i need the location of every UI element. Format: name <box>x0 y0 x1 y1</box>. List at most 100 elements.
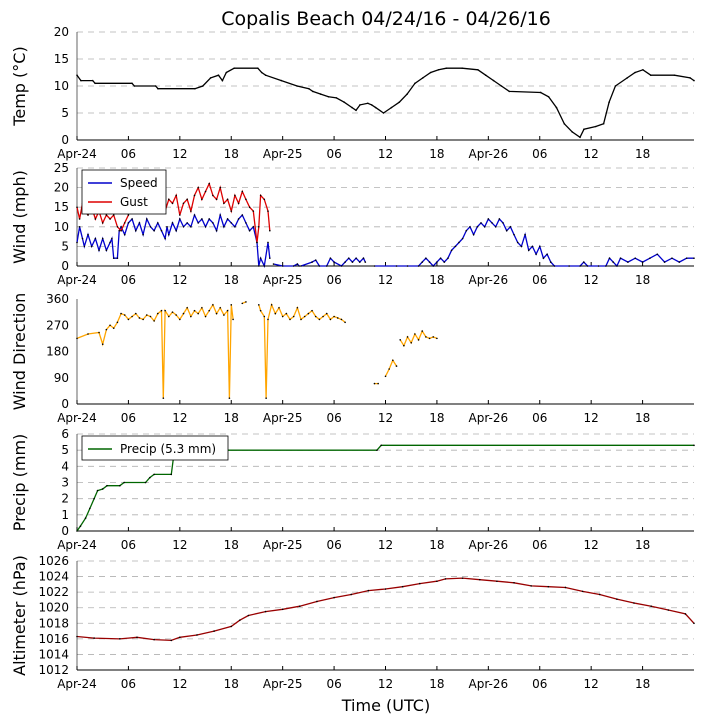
y-tick-label: 1026 <box>38 554 69 568</box>
series-marker-wind <box>83 245 86 248</box>
series-marker-wind <box>197 186 199 189</box>
series-line-wind-0 <box>300 257 366 267</box>
series-marker-temp <box>335 97 338 99</box>
x-tick-label: 18 <box>429 677 444 691</box>
series-marker-wind <box>168 198 170 201</box>
series-marker-wdir <box>149 315 152 318</box>
series-marker-wdir <box>325 312 328 315</box>
series-marker-wdir <box>392 359 394 362</box>
series-marker-wind <box>223 226 225 228</box>
series-marker-wind <box>101 237 104 240</box>
series-marker-wind <box>179 218 181 220</box>
series-marker-wdir <box>204 315 207 318</box>
series-marker-wdir <box>232 318 234 321</box>
legend-precip: Precip (5.3 mm) <box>81 435 229 461</box>
series-marker-wind <box>583 261 585 263</box>
series-marker-alt <box>496 580 498 583</box>
series-marker-temp <box>296 85 298 87</box>
series-marker-wind <box>663 261 666 263</box>
series-marker-wind <box>364 261 367 263</box>
series-marker-wind <box>193 214 196 216</box>
y-axis-label-temp: Temp (°C) <box>10 46 29 126</box>
x-tick-label: Apr-26 <box>469 538 509 552</box>
series-marker-temp <box>649 74 652 76</box>
series-marker-alt <box>213 630 215 632</box>
x-tick-label: Apr-25 <box>263 147 303 161</box>
series-marker-wind <box>105 249 108 252</box>
series-marker-wind <box>612 261 615 263</box>
x-tick-label: 06 <box>326 677 341 691</box>
series-marker-alt <box>196 634 198 636</box>
series-marker-temp <box>608 101 610 103</box>
series-marker-wind <box>406 265 409 267</box>
series-marker-temp <box>280 79 283 82</box>
series-marker-precip <box>119 484 121 487</box>
series-marker-precip <box>144 481 147 484</box>
series-marker-wind <box>535 253 537 256</box>
x-tick-label: 06 <box>121 411 136 425</box>
series-marker-precip <box>101 488 104 490</box>
series-marker-wdir <box>259 309 262 312</box>
series-marker-wind <box>153 229 155 232</box>
series-marker-temp <box>133 85 136 87</box>
series-marker-alt <box>119 638 121 640</box>
series-marker-precip <box>93 497 95 500</box>
series-marker-wind <box>616 265 618 267</box>
x-tick-label: 06 <box>532 273 547 287</box>
series-marker-wind <box>259 257 262 259</box>
series-marker-wdir <box>300 318 302 321</box>
x-tick-label: Apr-25 <box>263 273 303 287</box>
series-marker-wdir <box>329 318 332 321</box>
series-marker-wind <box>138 222 141 224</box>
series-marker-temp <box>359 104 361 106</box>
series-line-wdir-0 <box>384 358 398 377</box>
series-marker-wind <box>472 233 475 236</box>
series-marker-wind <box>421 261 424 263</box>
series-marker-temp <box>642 69 644 71</box>
series-marker-wdir <box>377 382 379 385</box>
series-marker-wind <box>634 257 637 259</box>
series-marker-wind <box>347 257 350 259</box>
y-tick-label: 2 <box>61 492 69 506</box>
series-marker-wind <box>81 237 84 240</box>
series-marker-wind <box>190 226 192 228</box>
series-marker-precip <box>79 525 82 527</box>
series-marker-temp <box>194 87 196 90</box>
series-marker-temp <box>547 96 550 98</box>
series-marker-temp <box>209 77 212 79</box>
series-marker-wind <box>226 198 229 201</box>
series-marker-alt <box>650 605 652 607</box>
series-marker-temp <box>370 104 373 106</box>
x-tick-label: 12 <box>378 677 393 691</box>
x-tick-label: 18 <box>224 411 239 425</box>
series-marker-temp <box>382 112 385 114</box>
series-marker-wdir <box>123 314 126 316</box>
x-tick-label: 12 <box>172 677 187 691</box>
x-tick-label: 18 <box>429 147 444 161</box>
series-marker-wind <box>272 263 275 265</box>
legend-wind: Speed Gust <box>81 169 167 215</box>
series-marker-wind <box>182 202 185 205</box>
series-marker-wind <box>101 222 104 224</box>
series-line-wind-1 <box>76 181 271 243</box>
series-marker-wind <box>245 198 247 201</box>
series-marker-wind <box>78 226 81 228</box>
legend-box <box>81 169 167 215</box>
series-marker-precip <box>376 449 378 451</box>
series-marker-wdir <box>228 397 231 399</box>
series-marker-wind <box>171 202 174 205</box>
series-marker-wind <box>76 206 78 208</box>
series-marker-wind <box>498 218 501 220</box>
series-marker-wind <box>344 261 346 263</box>
y-axis-label-wdir: Wind Direction <box>10 293 29 411</box>
panel-temp: 0 5 10 15 20 Apr-24 06 12 18 Apr-25 06 12 18 Apr-26 06… <box>10 25 695 161</box>
y-tick-label: 4 <box>61 459 69 473</box>
series-marker-wind <box>112 214 115 216</box>
series-marker-temp <box>221 79 224 82</box>
series-marker-temp <box>508 90 511 93</box>
series-marker-wind <box>340 265 343 267</box>
series-marker-wind <box>142 233 144 236</box>
